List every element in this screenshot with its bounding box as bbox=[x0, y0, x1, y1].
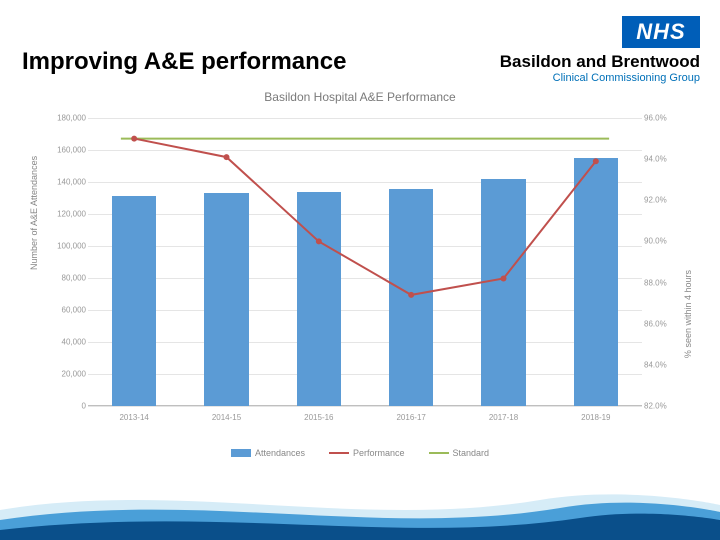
y-left-tick: 100,000 bbox=[52, 242, 86, 251]
plot-area: 2013-142014-152015-162016-172017-182018-… bbox=[88, 118, 642, 406]
performance-marker bbox=[316, 238, 322, 244]
y-right-tick: 84.0% bbox=[644, 360, 678, 369]
y-right-tick: 92.0% bbox=[644, 196, 678, 205]
org-name-line2: Clinical Commissioning Group bbox=[500, 72, 700, 84]
legend-item: Standard bbox=[429, 448, 490, 458]
y-left-tick: 40,000 bbox=[52, 338, 86, 347]
org-name-line1: Basildon and Brentwood bbox=[500, 52, 700, 72]
gridline bbox=[88, 406, 642, 407]
y-right-tick: 96.0% bbox=[644, 114, 678, 123]
legend-swatch bbox=[231, 449, 251, 457]
performance-line bbox=[134, 139, 596, 295]
legend-swatch bbox=[329, 452, 349, 454]
performance-marker bbox=[224, 154, 230, 160]
y-right-tick: 94.0% bbox=[644, 155, 678, 164]
y-left-tick: 80,000 bbox=[52, 274, 86, 283]
y-right-tick: 86.0% bbox=[644, 319, 678, 328]
performance-marker bbox=[408, 292, 414, 298]
legend-label: Performance bbox=[353, 448, 405, 458]
y-left-tick: 20,000 bbox=[52, 370, 86, 379]
line-overlay bbox=[88, 118, 642, 406]
legend-item: Performance bbox=[329, 448, 405, 458]
legend-label: Attendances bbox=[255, 448, 305, 458]
y-right-tick: 90.0% bbox=[644, 237, 678, 246]
y-right-axis-label: % seen within 4 hours bbox=[683, 270, 693, 358]
y-left-tick: 140,000 bbox=[52, 178, 86, 187]
page-title: Improving A&E performance bbox=[22, 48, 347, 76]
legend-swatch bbox=[429, 452, 449, 454]
chart-title: Basildon Hospital A&E Performance bbox=[28, 90, 692, 104]
x-tick: 2013-14 bbox=[119, 413, 148, 422]
y-left-tick: 180,000 bbox=[52, 114, 86, 123]
legend-item: Attendances bbox=[231, 448, 305, 458]
performance-marker bbox=[593, 158, 599, 164]
org-name: Basildon and Brentwood Clinical Commissi… bbox=[500, 52, 700, 84]
x-tick: 2014-15 bbox=[212, 413, 241, 422]
footer-wave bbox=[0, 460, 720, 540]
performance-marker bbox=[131, 136, 137, 142]
y-right-tick: 82.0% bbox=[644, 402, 678, 411]
y-left-tick: 160,000 bbox=[52, 146, 86, 155]
y-right-tick: 88.0% bbox=[644, 278, 678, 287]
x-tick: 2018-19 bbox=[581, 413, 610, 422]
legend-label: Standard bbox=[453, 448, 490, 458]
nhs-logo: NHS bbox=[622, 16, 700, 48]
y-left-axis-label: Number of A&E Attendances bbox=[29, 156, 39, 270]
y-left-tick: 60,000 bbox=[52, 306, 86, 315]
performance-marker bbox=[501, 275, 507, 281]
x-tick: 2015-16 bbox=[304, 413, 333, 422]
x-tick: 2016-17 bbox=[396, 413, 425, 422]
chart-legend: Attendances Performance Standard bbox=[28, 448, 692, 458]
x-tick: 2017-18 bbox=[489, 413, 518, 422]
y-left-tick: 120,000 bbox=[52, 210, 86, 219]
chart-container: Basildon Hospital A&E Performance Number… bbox=[28, 90, 692, 470]
y-left-tick: 0 bbox=[52, 402, 86, 411]
chart-plot: Number of A&E Attendances % seen within … bbox=[28, 110, 692, 430]
